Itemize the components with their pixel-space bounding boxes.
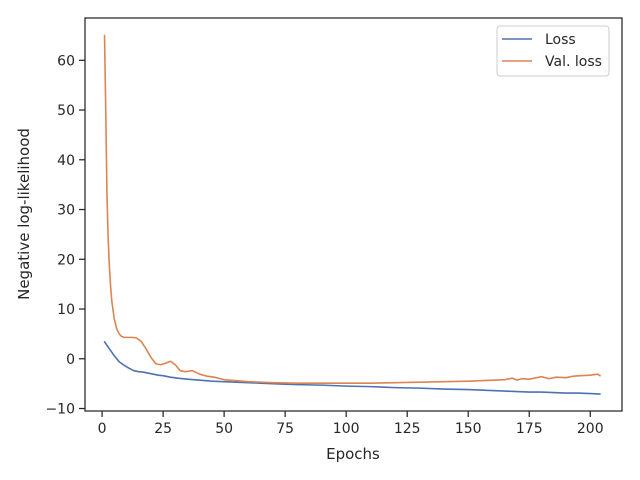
series-line-val-loss (103, 34, 601, 384)
legend-label-val-loss: Val. loss (545, 54, 602, 70)
y-tick-label: 60 (57, 53, 75, 69)
y-tick-label: 40 (57, 153, 75, 169)
y-tick-label: 0 (66, 352, 75, 368)
x-tick-label: 125 (394, 421, 421, 437)
x-tick-label: 200 (577, 421, 604, 437)
x-tick-label: 100 (333, 421, 360, 437)
y-tick-label: −10 (45, 402, 75, 418)
x-tick-label: 175 (516, 421, 543, 437)
legend: Loss Val. loss (496, 25, 610, 77)
y-tick-label: 50 (57, 103, 75, 119)
x-axis-label: Epochs (326, 445, 380, 463)
series-line-loss (103, 341, 601, 395)
axes-layer: 0 25 50 75 100 125 150 175 200 −10 0 10 20 30 40 50 60 (45, 53, 603, 437)
y-tick-label: 20 (57, 252, 75, 268)
y-axis-label: Negative log-likelihood (15, 128, 33, 300)
legend-label-loss: Loss (545, 32, 576, 48)
x-tick-label: 150 (455, 421, 482, 437)
x-tick-label: 50 (215, 421, 233, 437)
x-tick-label: 75 (276, 421, 294, 437)
series-layer (103, 34, 601, 395)
plot-frame (84, 17, 623, 412)
y-tick-label: 10 (57, 302, 75, 318)
y-tick-label: 30 (57, 203, 75, 219)
plot-area (84, 17, 623, 412)
x-tick-label: 0 (98, 421, 107, 437)
x-tick-label: 25 (154, 421, 172, 437)
